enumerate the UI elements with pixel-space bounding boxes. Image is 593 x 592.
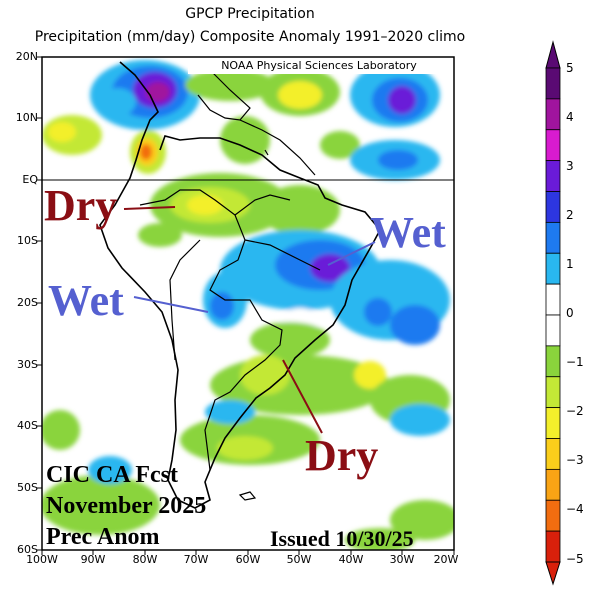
- colorbar-segment: [545, 252, 561, 285]
- colorbar-segment: [545, 468, 561, 501]
- anomaly-field: [42, 57, 454, 550]
- colorbar-label: −2: [566, 404, 584, 418]
- lat-label-60s: 60S: [17, 543, 38, 556]
- colorbar-top-arrow: [545, 40, 561, 69]
- colorbar-label: −4: [566, 502, 584, 516]
- lon-label-50w: 50W: [286, 553, 312, 566]
- lon-label-90w: 90W: [80, 553, 106, 566]
- issued-date: Issued 10/30/25: [270, 526, 414, 551]
- lat-label-50s: 50S: [17, 481, 38, 494]
- colorbar-label: −1: [566, 355, 584, 369]
- colorbar-segment: [545, 129, 561, 162]
- colorbar-segment: [545, 314, 561, 347]
- colorbar-label: 3: [566, 159, 574, 173]
- lat-label-20s: 20S: [17, 296, 38, 309]
- lon-label-20w: 20W: [433, 553, 459, 566]
- stamp-line-3: Prec Anom: [46, 524, 160, 550]
- colorbar-label: −3: [566, 453, 584, 467]
- colorbar-segment: [545, 530, 561, 563]
- colorbar-label: 5: [566, 61, 574, 75]
- lat-label-10n: 10N: [15, 111, 38, 124]
- annotation-dry-south: Dry: [305, 431, 379, 480]
- lat-label-30s: 30S: [17, 358, 38, 371]
- annotation-wet-east: Wet: [370, 208, 446, 257]
- stamp-line-1: CIC CA Fcst: [46, 462, 178, 488]
- colorbar-label: −5: [566, 552, 584, 566]
- colorbar: [545, 40, 561, 586]
- lon-label-60w: 60W: [235, 553, 261, 566]
- colorbar-label: 4: [566, 110, 574, 124]
- lat-label-eq: EQ: [22, 173, 38, 186]
- chart-subtitle: Precipitation (mm/day) Composite Anomaly…: [34, 29, 466, 45]
- annotation-wet-west: Wet: [48, 276, 124, 325]
- credit-label: NOAA Physical Sciences Laboratory: [188, 58, 450, 74]
- coastline-path: [99, 61, 381, 509]
- colorbar-segment: [545, 376, 561, 409]
- colorbar-segment: [545, 345, 561, 378]
- colorbar-label: 0: [566, 306, 574, 320]
- colorbar-segment: [545, 221, 561, 254]
- colorbar-label: 1: [566, 257, 574, 271]
- stamp-line-2: November 2025: [46, 493, 207, 519]
- colorbar-segment: [545, 98, 561, 131]
- colorbar-label: 2: [566, 208, 574, 222]
- lat-label-10s: 10S: [17, 234, 38, 247]
- annotation-dry-north: Dry: [44, 181, 118, 230]
- colorbar-segment: [545, 191, 561, 223]
- lon-label-80w: 80W: [132, 553, 158, 566]
- lon-label-100w: 100W: [26, 553, 58, 566]
- colorbar-segment: [545, 283, 561, 316]
- colorbar-segment: [545, 407, 561, 439]
- colorbar-segment: [545, 438, 561, 470]
- lat-label-40s: 40S: [17, 419, 38, 432]
- lon-label-30w: 30W: [389, 553, 415, 566]
- colorbar-segment: [545, 67, 561, 100]
- lon-label-40w: 40W: [338, 553, 364, 566]
- colorbar-segment: [545, 160, 561, 192]
- lon-label-70w: 70W: [183, 553, 209, 566]
- lat-label-20n: 20N: [15, 50, 38, 63]
- chart-title: GPCP Precipitation: [185, 6, 315, 22]
- colorbar-bottom-arrow: [545, 561, 561, 586]
- colorbar-segment: [545, 499, 561, 532]
